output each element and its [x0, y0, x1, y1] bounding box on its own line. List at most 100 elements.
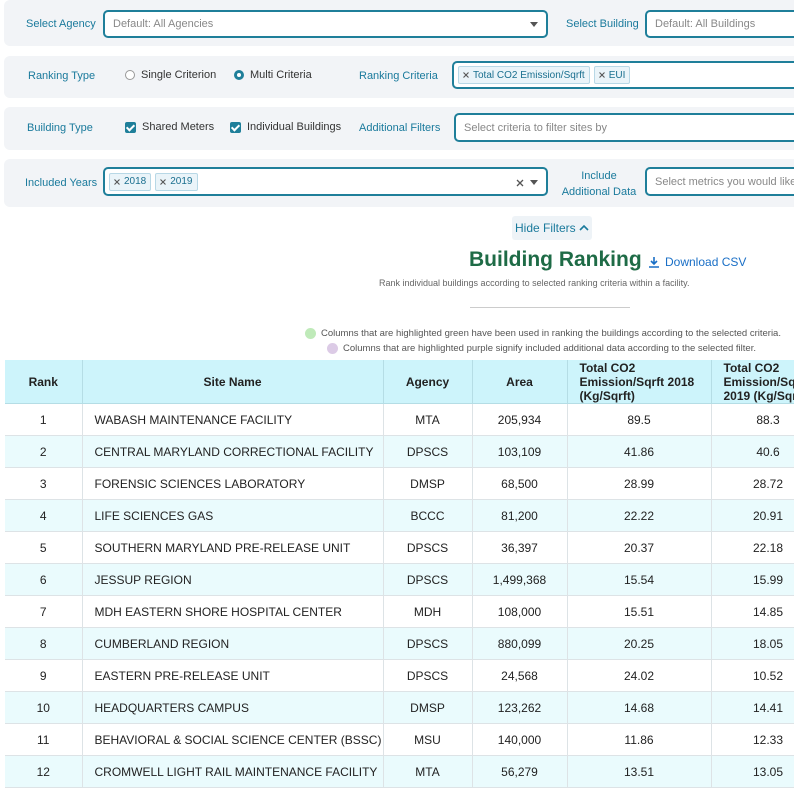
- tag-list: Total CO2 Emission/Sqrft EUI: [458, 66, 634, 84]
- option-text: Single Criterion: [141, 69, 216, 81]
- remove-icon[interactable]: [463, 72, 469, 78]
- table-cell: 18.05: [711, 628, 794, 660]
- table-cell: CENTRAL MARYLAND CORRECTIONAL FACILITY: [82, 436, 383, 468]
- table-cell: 10.52: [711, 660, 794, 692]
- table-cell: 15.99: [711, 564, 794, 596]
- table-cell: 108,000: [472, 596, 567, 628]
- checkbox-option[interactable]: Shared Meters: [125, 121, 214, 133]
- table-cell: DPSCS: [383, 660, 472, 692]
- table-cell: 22.18: [711, 532, 794, 564]
- additional-filters-select[interactable]: Select criteria to filter sites by: [454, 113, 794, 142]
- building-select[interactable]: Default: All Buildings: [645, 10, 794, 38]
- table-cell: MTA: [383, 756, 472, 788]
- table-cell: 14.85: [711, 596, 794, 628]
- remove-icon[interactable]: [114, 179, 120, 185]
- legend-text: Columns that are highlighted green have …: [321, 328, 781, 339]
- tag: EUI: [594, 66, 631, 84]
- criteria-select[interactable]: Total CO2 Emission/Sqrft EUI: [452, 61, 794, 89]
- table-cell: 28.72: [711, 468, 794, 500]
- caret: [530, 22, 538, 27]
- caret: [530, 180, 538, 185]
- agency-label: Select Agency: [26, 18, 96, 30]
- subtitle: Rank individual buildings according to s…: [379, 278, 690, 288]
- table-cell: 10: [5, 692, 82, 724]
- table-cell: 15.54: [567, 564, 711, 596]
- table-row: 3FORENSIC SCIENCES LABORATORYDMSP68,5002…: [5, 468, 794, 500]
- table-row: 7MDH EASTERN SHORE HOSPITAL CENTERMDH108…: [5, 596, 794, 628]
- download-csv-button[interactable]: Download CSV: [648, 255, 746, 269]
- checkbox-option[interactable]: Individual Buildings: [230, 121, 341, 133]
- table-cell: EASTERN PRE-RELEASE UNIT: [82, 660, 383, 692]
- header-row: RankSite NameAgencyAreaTotal CO2 Emissio…: [5, 360, 794, 404]
- table-row: 9EASTERN PRE-RELEASE UNITDPSCS24,56824.0…: [5, 660, 794, 692]
- radio-option[interactable]: Single Criterion: [125, 69, 216, 81]
- ranking-table: RankSite NameAgencyAreaTotal CO2 Emissio…: [5, 360, 794, 788]
- column-header: Agency: [383, 360, 472, 404]
- table-cell: BEHAVIORAL & SOCIAL SCIENCE CENTER (BSSC…: [82, 724, 383, 756]
- table-cell: 140,000: [472, 724, 567, 756]
- checkbox: [230, 122, 241, 133]
- table-cell: 5: [5, 532, 82, 564]
- table-cell: 24.02: [567, 660, 711, 692]
- table-cell: DPSCS: [383, 628, 472, 660]
- placeholder: Select metrics you would like to s: [655, 176, 794, 188]
- legend-dot: [305, 328, 316, 339]
- legend-item: Columns that are highlighted green have …: [305, 328, 781, 339]
- tag: 2018: [109, 173, 151, 191]
- radio-option[interactable]: Multi Criteria: [234, 69, 312, 81]
- table-cell: FORENSIC SCIENCES LABORATORY: [82, 468, 383, 500]
- table-cell: 9: [5, 660, 82, 692]
- table-cell: 20.25: [567, 628, 711, 660]
- table-row: 2CENTRAL MARYLAND CORRECTIONAL FACILITYD…: [5, 436, 794, 468]
- table-cell: 89.5: [567, 404, 711, 436]
- clear-icon[interactable]: [516, 179, 524, 187]
- hide-filters-button[interactable]: Hide Filters: [512, 216, 592, 240]
- table-cell: BCCC: [383, 500, 472, 532]
- download-icon: [648, 256, 660, 268]
- option-text: Multi Criteria: [250, 69, 312, 81]
- table-cell: DMSP: [383, 692, 472, 724]
- radio: [125, 70, 135, 80]
- chevron-up: [579, 224, 589, 232]
- table-cell: 14.68: [567, 692, 711, 724]
- page-title: Building Ranking: [469, 248, 642, 272]
- table-cell: 68,500: [472, 468, 567, 500]
- column-header: Area: [472, 360, 567, 404]
- years-select[interactable]: 2018 2019: [103, 167, 548, 196]
- table-cell: 28.99: [567, 468, 711, 500]
- table-row: 12CROMWELL LIGHT RAIL MAINTENANCE FACILI…: [5, 756, 794, 788]
- table-cell: 4: [5, 500, 82, 532]
- tag-text: EUI: [609, 70, 626, 81]
- table-cell: DPSCS: [383, 564, 472, 596]
- table-cell: 11: [5, 724, 82, 756]
- table-cell: DPSCS: [383, 532, 472, 564]
- additional-data-select[interactable]: Select metrics you would like to s: [645, 167, 794, 196]
- remove-icon[interactable]: [160, 179, 166, 185]
- ranking-criteria-label: Ranking Criteria: [359, 70, 438, 82]
- table-cell: 22.22: [567, 500, 711, 532]
- agency-select[interactable]: Default: All Agencies: [103, 10, 548, 38]
- table-cell: 1,499,368: [472, 564, 567, 596]
- table-cell: 41.86: [567, 436, 711, 468]
- table-cell: 123,262: [472, 692, 567, 724]
- table-cell: 6: [5, 564, 82, 596]
- table-cell: 15.51: [567, 596, 711, 628]
- table-cell: DPSCS: [383, 436, 472, 468]
- legend-dot: [327, 343, 338, 354]
- tag-text: 2019: [170, 176, 192, 187]
- table-cell: DMSP: [383, 468, 472, 500]
- additional-data-label: Include Additional Data: [556, 168, 642, 200]
- table-cell: LIFE SCIENCES GAS: [82, 500, 383, 532]
- table-cell: 88.3: [711, 404, 794, 436]
- table-cell: 880,099: [472, 628, 567, 660]
- remove-icon[interactable]: [599, 72, 605, 78]
- table-cell: 7: [5, 596, 82, 628]
- table-cell: 1: [5, 404, 82, 436]
- table-cell: WABASH MAINTENANCE FACILITY: [82, 404, 383, 436]
- table-cell: 103,109: [472, 436, 567, 468]
- tag-text: Total CO2 Emission/Sqrft: [473, 70, 585, 81]
- placeholder: Default: All Agencies: [113, 18, 213, 30]
- table-cell: 13.51: [567, 756, 711, 788]
- table-cell: CUMBERLAND REGION: [82, 628, 383, 660]
- column-header: Site Name: [82, 360, 383, 404]
